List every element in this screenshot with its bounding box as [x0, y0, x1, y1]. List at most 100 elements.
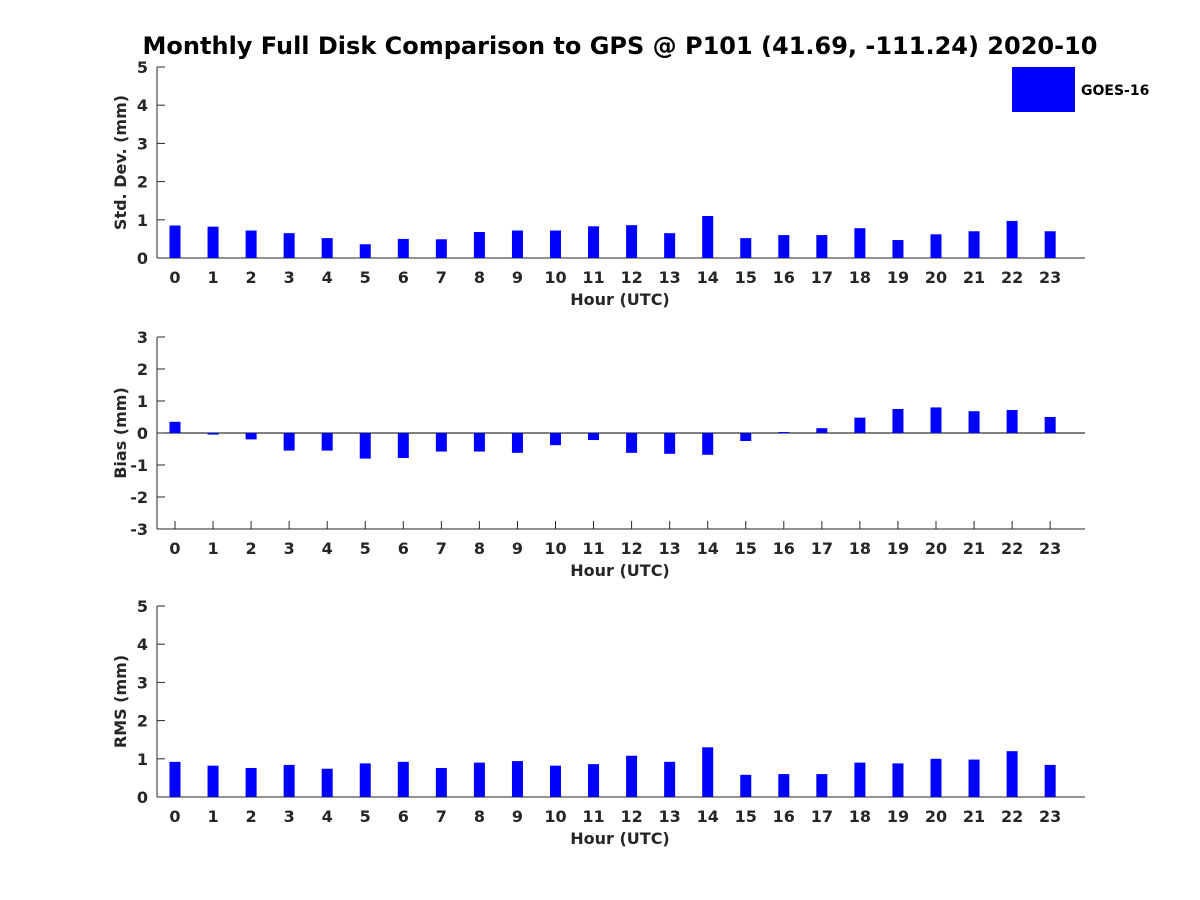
bar-bias-hour-17 — [816, 428, 828, 433]
bar-rms-hour-9 — [511, 761, 523, 797]
bar-bias-hour-19 — [892, 409, 904, 433]
x-tick-label: 20 — [925, 807, 947, 826]
bar-std-hour-23 — [1044, 231, 1056, 258]
bar-bias-hour-13 — [664, 433, 676, 454]
x-tick-label: 10 — [544, 539, 566, 558]
y-axis-label: RMS (mm) — [111, 655, 130, 748]
bar-rms-hour-20 — [930, 758, 942, 797]
x-tick-label: 13 — [659, 539, 681, 558]
bar-rms-hour-12 — [626, 755, 638, 797]
bar-rms-hour-10 — [550, 765, 561, 797]
bar-rms-hour-8 — [473, 762, 485, 797]
x-tick-label: 21 — [963, 807, 985, 826]
bar-std-hour-17 — [816, 235, 828, 258]
bar-bias-hour-3 — [283, 433, 295, 451]
x-tick-label: 21 — [963, 539, 985, 558]
x-tick-label: 12 — [620, 539, 642, 558]
bar-std-hour-3 — [283, 233, 295, 258]
x-tick-label: 20 — [925, 539, 947, 558]
y-tick-label: 5 — [137, 58, 148, 77]
bar-bias-hour-20 — [930, 407, 942, 433]
bar-rms-hour-23 — [1044, 764, 1056, 797]
bar-std-hour-12 — [626, 225, 638, 258]
bar-bias-hour-18 — [854, 417, 866, 433]
x-tick-label: 3 — [284, 807, 295, 826]
x-tick-label: 22 — [1001, 539, 1023, 558]
x-axis-label: Hour (UTC) — [570, 561, 670, 580]
bar-bias-hour-12 — [626, 433, 638, 453]
bar-rms-hour-17 — [816, 774, 828, 797]
bar-bias-hour-11 — [588, 433, 600, 441]
bar-rms-hour-3 — [283, 764, 295, 797]
x-tick-label: 1 — [207, 539, 218, 558]
bar-rms-hour-19 — [892, 763, 904, 797]
x-tick-label: 14 — [697, 539, 719, 558]
bar-bias-hour-7 — [435, 433, 447, 452]
x-tick-label: 16 — [773, 268, 795, 287]
bar-rms-hour-22 — [1006, 751, 1018, 797]
bar-rms-hour-1 — [207, 765, 219, 797]
x-tick-label: 4 — [322, 539, 333, 558]
bar-rms-hour-0 — [169, 761, 181, 797]
x-tick-label: 11 — [582, 807, 604, 826]
x-tick-label: 9 — [512, 807, 523, 826]
bar-rms-hour-15 — [740, 774, 752, 797]
y-tick-label: 0 — [137, 249, 148, 268]
bar-bias-hour-14 — [702, 433, 714, 455]
x-tick-label: 13 — [659, 807, 681, 826]
bar-std-hour-15 — [740, 238, 752, 258]
x-tick-label: 15 — [735, 268, 757, 287]
x-tick-label: 16 — [773, 807, 795, 826]
x-tick-label: 4 — [322, 807, 333, 826]
x-tick-label: 19 — [887, 268, 909, 287]
x-tick-label: 12 — [620, 268, 642, 287]
y-tick-label: 0 — [137, 788, 148, 807]
bar-rms-hour-11 — [588, 764, 600, 797]
x-tick-label: 22 — [1001, 807, 1023, 826]
bar-rms-hour-6 — [397, 761, 409, 797]
x-tick-label: 5 — [360, 268, 371, 287]
x-tick-label: 1 — [207, 807, 218, 826]
bar-rms-hour-5 — [359, 763, 371, 797]
y-tick-label: -3 — [130, 520, 148, 539]
bar-bias-hour-6 — [397, 433, 409, 458]
bar-std-hour-19 — [892, 240, 904, 258]
x-tick-label: 0 — [169, 807, 180, 826]
bar-rms-hour-2 — [245, 767, 257, 797]
x-tick-label: 6 — [398, 807, 409, 826]
bar-bias-hour-4 — [321, 433, 333, 451]
y-tick-label: 3 — [137, 673, 148, 692]
x-tick-label: 7 — [436, 539, 447, 558]
x-tick-label: 14 — [697, 268, 719, 287]
x-tick-label: 19 — [887, 807, 909, 826]
x-tick-label: 3 — [284, 539, 295, 558]
bar-rms-hour-16 — [778, 774, 790, 797]
y-tick-label: -1 — [130, 456, 148, 475]
bar-std-hour-14 — [702, 215, 714, 258]
x-tick-label: 15 — [735, 539, 757, 558]
legend-label-goes-16: GOES-16 — [1081, 83, 1149, 99]
x-tick-label: 9 — [512, 268, 523, 287]
x-tick-label: 8 — [474, 268, 485, 287]
x-tick-label: 2 — [246, 539, 257, 558]
x-tick-label: 10 — [544, 807, 566, 826]
x-tick-label: 18 — [849, 268, 871, 287]
x-tick-label: 13 — [659, 268, 681, 287]
bar-std-hour-21 — [968, 231, 980, 258]
bar-bias-hour-23 — [1044, 417, 1056, 433]
bar-std-hour-9 — [511, 230, 523, 258]
bar-rms-hour-7 — [435, 767, 447, 797]
x-tick-label: 0 — [169, 539, 180, 558]
bar-std-hour-4 — [321, 238, 333, 258]
bar-std-hour-11 — [588, 226, 600, 258]
bar-rms-hour-13 — [664, 761, 676, 797]
bar-std-hour-13 — [664, 233, 676, 258]
x-tick-label: 4 — [322, 268, 333, 287]
y-tick-label: 4 — [137, 96, 148, 115]
x-tick-label: 12 — [620, 807, 642, 826]
x-tick-label: 17 — [811, 268, 833, 287]
bar-std-hour-7 — [435, 239, 447, 258]
y-axis-label: Std. Dev. (mm) — [111, 95, 130, 230]
bar-bias-hour-15 — [740, 433, 752, 441]
